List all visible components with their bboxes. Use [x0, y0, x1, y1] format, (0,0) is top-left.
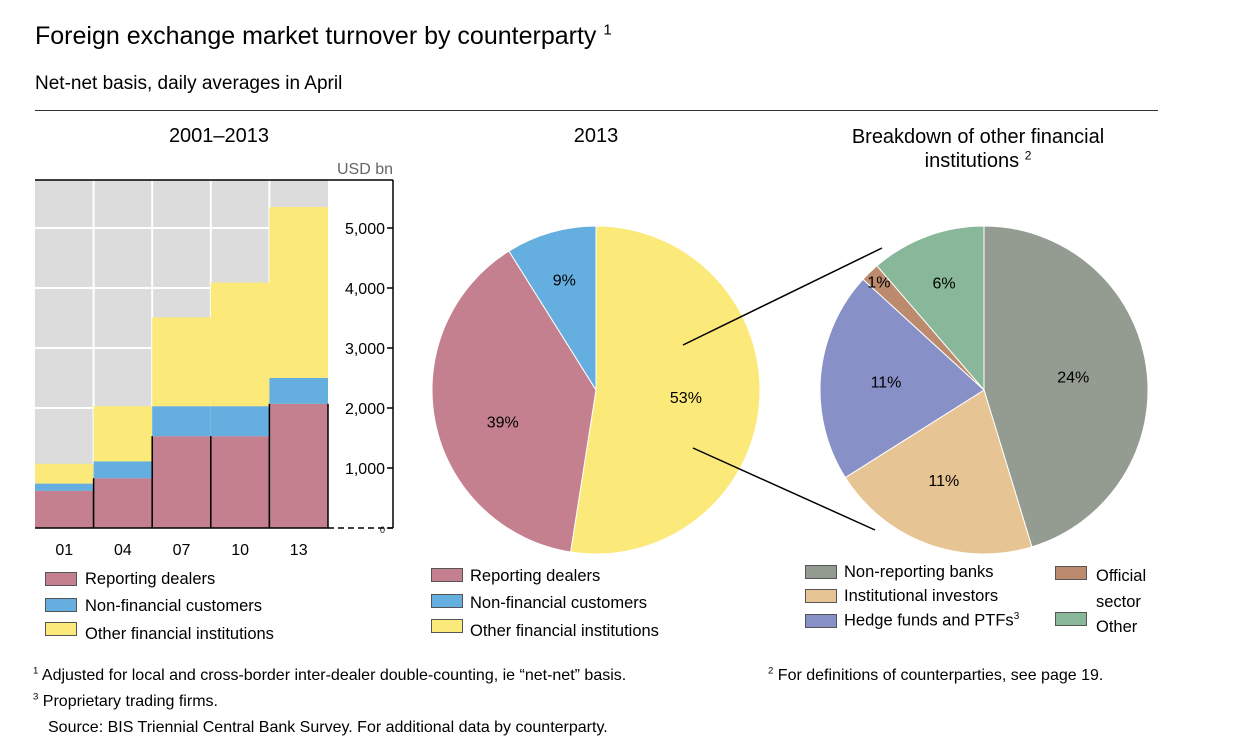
pie-label-other: 6%	[932, 275, 955, 292]
pie-slice-non-financial	[508, 225, 597, 392]
pie-slice-other-financial	[570, 225, 761, 555]
bar-reporting-dealers-07	[152, 436, 211, 528]
source-note: Source: BIS Triennial Central Bank Surve…	[48, 719, 608, 736]
pie-chart-2013: 53% 39% 9%	[431, 225, 761, 555]
legend1-non-financial: Non-financial customers	[85, 597, 262, 615]
pie-slice-institutional-investors	[844, 389, 1033, 555]
pie-label-non-financial: 9%	[553, 273, 576, 290]
pie-label-official-sector: 1%	[867, 275, 890, 292]
y-tick-label: 0	[380, 525, 385, 535]
bar-reporting-dealers-13	[269, 403, 328, 528]
legend-swatch-other-financial	[45, 622, 77, 636]
legend2-swatch-other-financial	[431, 619, 463, 633]
pie-label-other-financial: 53%	[670, 390, 702, 407]
legend3-non-reporting-banks: Non-reporting banks	[844, 563, 994, 581]
y-tick-label: 5,000	[345, 221, 385, 238]
legend3-swatch-official	[1055, 566, 1087, 580]
legend3-other: Other	[1096, 618, 1138, 636]
legend-swatch-reporting-dealers	[45, 572, 77, 586]
bar-reporting-dealers-10	[210, 436, 270, 528]
pie-slice-non-reporting-banks	[983, 225, 1149, 548]
pie-label-institutional-investors: 11%	[928, 473, 959, 490]
x-tick-label: 13	[290, 542, 308, 559]
x-tick-label: 07	[173, 542, 191, 559]
legend1-other-financial: Other financial institutions	[85, 625, 274, 643]
y-tick-label: 2,000	[345, 401, 385, 418]
legend2-non-financial: Non-financial customers	[470, 594, 647, 612]
bar-other-financial-13	[269, 207, 328, 378]
legend3-swatch-other	[1055, 612, 1087, 626]
title-footnote-mark: 1	[603, 21, 612, 39]
legend3-institutional-investors: Institutional investors	[844, 587, 999, 605]
x-tick-label: 01	[55, 542, 73, 559]
chart-title: Foreign exchange market turnover by coun…	[35, 21, 612, 50]
legend3-hedge-funds: Hedge funds and PTFs3	[844, 611, 1020, 630]
pie-label-non-reporting-banks: 24%	[1057, 370, 1089, 387]
header-divider	[35, 110, 1158, 111]
breakdown-pie-title: Breakdown of other financial institution…	[851, 126, 1105, 172]
x-tick-label: 04	[114, 542, 132, 559]
bar-non-financial-04	[93, 461, 153, 479]
bar-other-financial-10	[210, 282, 270, 407]
bar-other-financial-07	[152, 317, 211, 407]
legend2-swatch-reporting-dealers	[431, 568, 463, 582]
connector-line-bottom	[692, 447, 876, 531]
bar-non-financial-13	[269, 378, 328, 404]
legend3-official: Official	[1096, 567, 1147, 585]
pie-2013-title: 2013	[573, 125, 619, 147]
bar-reporting-dealers-01	[35, 490, 94, 528]
y-axis-unit-label: USD bn	[337, 161, 393, 178]
pie-label-hedge-funds: 11%	[871, 374, 902, 391]
pie-slice-reporting-dealers	[431, 250, 597, 553]
breakdown-footnote-mark: 2	[1024, 148, 1032, 163]
y-tick-label: 3,000	[345, 341, 385, 358]
connector-line-top	[682, 247, 883, 346]
legend3-swatch-non-reporting	[805, 565, 837, 579]
legend1-reporting-dealers: Reporting dealers	[85, 570, 216, 588]
hedge-funds-footnote-mark: 3	[1013, 611, 1020, 622]
pie-slice-other	[876, 225, 985, 392]
bar-non-financial-01	[35, 483, 94, 491]
legend2-swatch-non-financial	[431, 594, 463, 608]
pie-slice-hedge-funds	[819, 278, 985, 479]
bar-non-financial-07	[152, 406, 211, 437]
stacked-bar-chart: 01 04 07 10 13 0 1,000 2,000 3,000 4,000 5,000	[35, 179, 394, 559]
bar-reporting-dealers-04	[93, 478, 153, 528]
pie-label-reporting-dealers: 39%	[487, 414, 519, 431]
legend3-swatch-institutional	[805, 589, 837, 603]
chart-subtitle: Net-net basis, daily averages in April	[35, 73, 343, 94]
y-tick-label: 1,000	[345, 461, 385, 478]
footnote-2: 2 For definitions of counterparties, see…	[768, 665, 1104, 684]
pie-chart-breakdown: 24% 11% 11% 1% 6%	[819, 225, 1149, 555]
bar-non-financial-10	[210, 406, 270, 437]
legend2-reporting-dealers: Reporting dealers	[470, 567, 601, 585]
bar-other-financial-01	[35, 463, 94, 484]
bar-other-financial-04	[93, 406, 153, 462]
footnote-3: 3 Proprietary trading firms.	[33, 691, 218, 710]
legend3-swatch-hedge-funds	[805, 614, 837, 628]
bar-chart-title: 2001–2013	[168, 125, 270, 147]
x-tick-label: 10	[231, 542, 249, 559]
legend-swatch-non-financial	[45, 598, 77, 612]
footnote-1: 1 Adjusted for local and cross-border in…	[33, 665, 627, 684]
legend2-other-financial: Other financial institutions	[470, 622, 659, 640]
y-tick-label: 4,000	[345, 281, 385, 298]
legend3-sector: sector	[1096, 593, 1141, 611]
